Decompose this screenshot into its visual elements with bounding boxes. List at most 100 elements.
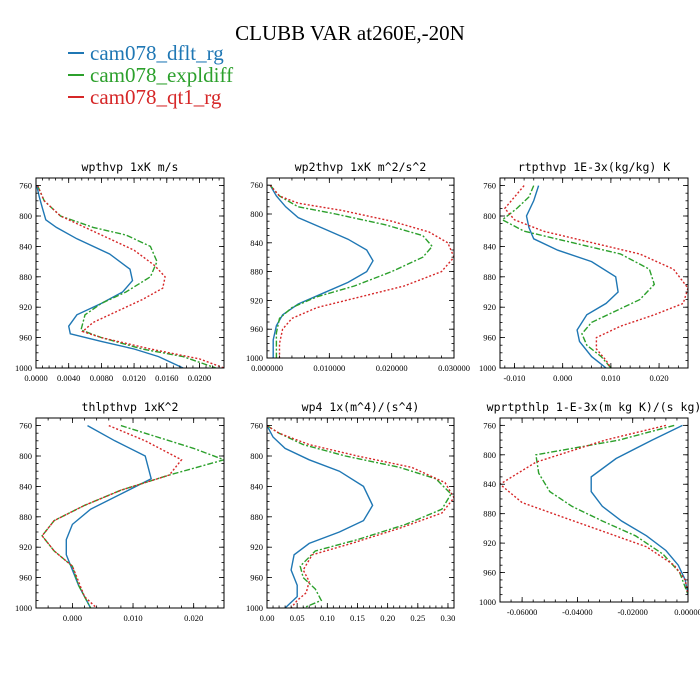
series-line <box>535 424 688 595</box>
y-tick-label: 800 <box>483 450 496 460</box>
x-tick-label: 0.0000 <box>24 373 47 383</box>
plot-frame <box>499 417 689 603</box>
panel-title: wpthvp 1xK m/s <box>82 160 179 174</box>
y-tick-label: 960 <box>250 324 263 334</box>
plot-frame <box>35 417 225 609</box>
panel-5: wp4 1x(m^4)/(s^4)76080084088092096010000… <box>246 400 455 623</box>
x-tick-label: 0.0120 <box>122 373 145 383</box>
series-line <box>267 425 454 608</box>
x-tick-label: 0.25 <box>410 613 425 623</box>
y-tick-label: 880 <box>250 512 263 522</box>
y-tick-label: 880 <box>250 267 263 277</box>
legend-label-1: cam078_dflt_rg <box>90 41 224 65</box>
y-tick-label: 880 <box>19 512 32 522</box>
y-tick-label: 840 <box>250 481 263 491</box>
y-tick-label: 1000 <box>15 603 32 613</box>
y-tick-label: 920 <box>483 302 496 312</box>
y-tick-label: 800 <box>250 209 263 219</box>
x-tick-label: 0.00000 <box>674 607 700 617</box>
x-tick-label: 0.05 <box>290 613 305 623</box>
x-tick-label: 0.020 <box>650 373 669 383</box>
x-tick-label: 0.000 <box>63 613 82 623</box>
x-tick-label: -0.02000 <box>617 607 647 617</box>
x-tick-label: 0.030000 <box>438 363 470 373</box>
panel-title: thlpthvp 1xK^2 <box>82 400 179 414</box>
series-line <box>41 424 224 608</box>
panel-6: wprtpthlp 1-E-3x(m kg K)/(s kg) 760 800 840… <box>479 400 700 617</box>
y-tick-label: 800 <box>250 451 263 461</box>
x-tick-label: 0.0160 <box>155 373 178 383</box>
x-tick-label: 0.20 <box>380 613 395 623</box>
y-tick-label: 840 <box>250 238 263 248</box>
plot-frame <box>266 177 455 359</box>
panel-3: rtpthvp 1E-3x(kg/kg) K 760 800 840 880 920 960… <box>479 160 689 383</box>
panel-title: wprtpthlp 1-E-3x(m kg K)/(s kg) <box>487 400 700 414</box>
y-tick-label: 840 <box>483 241 496 251</box>
figure-title: CLUBB VAR at260E,-20N <box>235 21 465 45</box>
x-tick-label: 0.00 <box>260 613 275 623</box>
x-tick-label: 0.000 <box>553 373 572 383</box>
y-tick-label: 760 <box>483 420 496 430</box>
y-tick-label: 840 <box>483 479 496 489</box>
y-tick-label: 960 <box>19 333 32 343</box>
legend: cam078_dflt_rg cam078_expldiff cam078_qt… <box>68 41 233 109</box>
x-tick-label: 0.0200 <box>188 373 211 383</box>
panel-title: rtpthvp 1E-3x(kg/kg) K <box>518 160 670 174</box>
x-tick-label: 0.15 <box>350 613 365 623</box>
y-tick-label: 960 <box>483 568 496 578</box>
y-tick-label: 920 <box>19 542 32 552</box>
series-line <box>36 185 224 368</box>
y-tick-label: 800 <box>19 451 32 461</box>
y-tick-label: 880 <box>483 509 496 519</box>
y-tick-label: 800 <box>19 211 32 221</box>
plot-frame <box>499 177 689 369</box>
panel-title: wp2thvp 1xK m^2/s^2 <box>295 160 427 174</box>
y-tick-label: 960 <box>19 573 32 583</box>
x-tick-label: 0.020000 <box>376 363 408 373</box>
series-line <box>525 185 619 368</box>
x-tick-label: 0.000000 <box>251 363 283 373</box>
panel-2: wp2thvp 1xK m^2/s^2 760 800 840 880 920 960 100… <box>246 160 470 373</box>
x-tick-label: -0.06000 <box>507 607 537 617</box>
x-tick-label: -0.010 <box>503 373 525 383</box>
x-tick-label: 0.010000 <box>313 363 345 373</box>
y-tick-label: 920 <box>19 302 32 312</box>
y-tick-label: 1000 <box>479 597 496 607</box>
x-tick-label: -0.04000 <box>562 607 592 617</box>
series-line <box>269 184 434 358</box>
series-line <box>41 424 183 608</box>
x-tick-label: 0.010 <box>123 613 142 623</box>
legend-label-3: cam078_qt1_rg <box>90 85 222 109</box>
series-line <box>503 185 688 368</box>
y-tick-label: 920 <box>250 295 263 305</box>
y-tick-label: 960 <box>250 573 263 583</box>
series-line <box>501 185 656 368</box>
y-tick-label: 760 <box>19 181 32 191</box>
y-tick-label: 880 <box>19 272 32 282</box>
x-tick-label: 0.10 <box>320 613 335 623</box>
panel-1: wpthvp 1xK m/s76080084088092096010000.00… <box>15 160 225 383</box>
series-line <box>269 184 454 358</box>
series-line <box>65 424 153 608</box>
series-line <box>500 424 688 595</box>
series-line <box>269 184 374 358</box>
plot-frame <box>35 177 225 369</box>
series-line <box>267 425 374 608</box>
y-tick-label: 760 <box>250 421 263 431</box>
y-tick-label: 1000 <box>479 363 496 373</box>
x-tick-label: 0.010 <box>601 373 620 383</box>
y-tick-label: 760 <box>483 181 496 191</box>
y-tick-label: 840 <box>19 241 32 251</box>
y-tick-label: 920 <box>250 542 263 552</box>
x-tick-label: 0.020 <box>184 613 203 623</box>
series-line <box>36 185 184 368</box>
y-tick-label: 880 <box>483 272 496 282</box>
panels: wpthvp 1xK m/s76080084088092096010000.00… <box>15 160 700 623</box>
x-tick-label: 0.0040 <box>57 373 80 383</box>
y-tick-label: 800 <box>483 211 496 221</box>
y-tick-label: 1000 <box>246 603 263 613</box>
panel-title: wp4 1x(m^4)/(s^4) <box>302 400 420 414</box>
y-tick-label: 760 <box>19 421 32 431</box>
plot-frame <box>266 417 455 609</box>
y-tick-label: 1000 <box>246 353 263 363</box>
